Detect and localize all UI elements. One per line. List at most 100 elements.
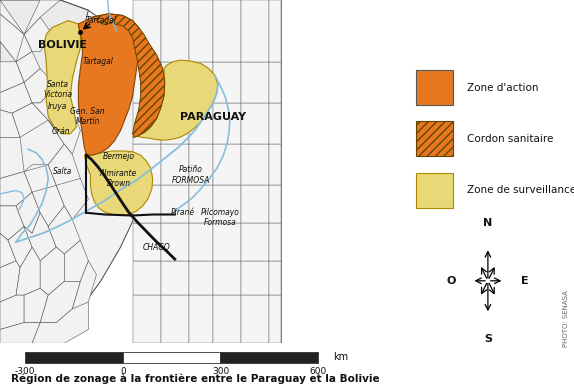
Bar bbox=[220, 352, 318, 363]
Polygon shape bbox=[40, 282, 80, 323]
Polygon shape bbox=[269, 103, 281, 144]
Polygon shape bbox=[84, 151, 153, 216]
Polygon shape bbox=[0, 0, 161, 343]
Text: Zone de surveillance: Zone de surveillance bbox=[467, 185, 574, 195]
Polygon shape bbox=[213, 103, 241, 144]
Text: CHACO: CHACO bbox=[143, 243, 170, 252]
Polygon shape bbox=[189, 103, 213, 144]
Polygon shape bbox=[241, 0, 269, 62]
Polygon shape bbox=[64, 240, 88, 282]
Polygon shape bbox=[0, 206, 24, 240]
Polygon shape bbox=[16, 247, 40, 295]
Polygon shape bbox=[78, 14, 142, 155]
Polygon shape bbox=[189, 261, 213, 295]
Polygon shape bbox=[213, 62, 241, 103]
Polygon shape bbox=[161, 144, 189, 185]
Polygon shape bbox=[0, 295, 24, 330]
Polygon shape bbox=[269, 144, 281, 185]
Text: Salta: Salta bbox=[53, 167, 72, 176]
Polygon shape bbox=[48, 206, 80, 254]
Polygon shape bbox=[189, 295, 213, 343]
Text: O: O bbox=[446, 276, 456, 286]
Polygon shape bbox=[24, 69, 56, 103]
Polygon shape bbox=[133, 295, 161, 343]
Text: BOLIVIE: BOLIVIE bbox=[38, 40, 87, 50]
Text: 600: 600 bbox=[309, 367, 327, 376]
Text: Formosa: Formosa bbox=[204, 218, 236, 227]
Polygon shape bbox=[133, 60, 218, 140]
Text: Orán: Orán bbox=[52, 127, 71, 136]
Polygon shape bbox=[32, 302, 88, 343]
Polygon shape bbox=[269, 261, 281, 295]
Text: E: E bbox=[521, 276, 529, 286]
Polygon shape bbox=[0, 0, 88, 137]
Polygon shape bbox=[72, 261, 96, 309]
Polygon shape bbox=[0, 233, 16, 268]
Text: PARAGUAY: PARAGUAY bbox=[180, 112, 246, 122]
Polygon shape bbox=[24, 0, 60, 34]
Polygon shape bbox=[24, 165, 56, 206]
Polygon shape bbox=[189, 223, 213, 261]
Bar bbox=[25, 352, 123, 363]
Text: Santa
Victoria: Santa Victoria bbox=[44, 80, 73, 99]
Polygon shape bbox=[0, 323, 40, 343]
Text: 300: 300 bbox=[212, 367, 229, 376]
Polygon shape bbox=[24, 288, 48, 323]
Polygon shape bbox=[189, 0, 213, 62]
Polygon shape bbox=[269, 185, 281, 223]
Polygon shape bbox=[241, 144, 269, 185]
Polygon shape bbox=[133, 223, 161, 261]
Polygon shape bbox=[269, 62, 281, 103]
Bar bbox=[416, 70, 453, 105]
Polygon shape bbox=[133, 144, 161, 185]
Polygon shape bbox=[24, 213, 56, 261]
Polygon shape bbox=[0, 0, 24, 34]
Text: Région de zonage à la frontière entre le Paraguay et la Bolivie: Région de zonage à la frontière entre le… bbox=[11, 373, 380, 383]
Polygon shape bbox=[241, 185, 269, 223]
Polygon shape bbox=[161, 295, 189, 343]
Polygon shape bbox=[241, 62, 269, 103]
Text: Pirané: Pirané bbox=[170, 208, 195, 217]
Polygon shape bbox=[241, 261, 269, 295]
Text: Almirante
Brown: Almirante Brown bbox=[100, 169, 137, 188]
Polygon shape bbox=[189, 62, 213, 103]
Polygon shape bbox=[189, 144, 213, 185]
Text: Bermejo: Bermejo bbox=[103, 152, 134, 161]
Polygon shape bbox=[241, 295, 269, 343]
Polygon shape bbox=[48, 144, 80, 192]
Polygon shape bbox=[0, 137, 32, 179]
Polygon shape bbox=[189, 185, 213, 223]
Text: 0: 0 bbox=[120, 367, 126, 376]
Polygon shape bbox=[269, 0, 281, 62]
Polygon shape bbox=[133, 0, 281, 343]
Polygon shape bbox=[0, 34, 32, 62]
Text: Cordon sanitaire: Cordon sanitaire bbox=[467, 134, 553, 144]
Text: Gen. San
Martín: Gen. San Martín bbox=[70, 107, 105, 126]
Polygon shape bbox=[161, 223, 189, 261]
Polygon shape bbox=[133, 185, 161, 223]
Text: Pilcomayo: Pilcomayo bbox=[201, 208, 239, 217]
Polygon shape bbox=[8, 227, 32, 268]
Text: Patiño
FORMOSA: Patiño FORMOSA bbox=[172, 165, 210, 185]
Polygon shape bbox=[161, 185, 189, 223]
Polygon shape bbox=[92, 14, 165, 137]
Polygon shape bbox=[0, 14, 24, 62]
Polygon shape bbox=[161, 0, 189, 62]
Polygon shape bbox=[213, 185, 241, 223]
Polygon shape bbox=[0, 62, 24, 93]
Text: Tartagal: Tartagal bbox=[86, 16, 117, 25]
Polygon shape bbox=[32, 185, 64, 227]
Bar bbox=[416, 173, 453, 208]
Polygon shape bbox=[12, 103, 48, 144]
Polygon shape bbox=[0, 172, 32, 206]
Polygon shape bbox=[20, 120, 64, 172]
Text: Tartagal: Tartagal bbox=[83, 57, 114, 66]
Polygon shape bbox=[213, 0, 241, 62]
Text: S: S bbox=[484, 334, 492, 344]
Text: Zone d'action: Zone d'action bbox=[467, 83, 539, 93]
Polygon shape bbox=[269, 223, 281, 261]
Polygon shape bbox=[241, 223, 269, 261]
Text: N: N bbox=[483, 218, 492, 228]
Polygon shape bbox=[44, 21, 80, 134]
Polygon shape bbox=[48, 110, 80, 154]
